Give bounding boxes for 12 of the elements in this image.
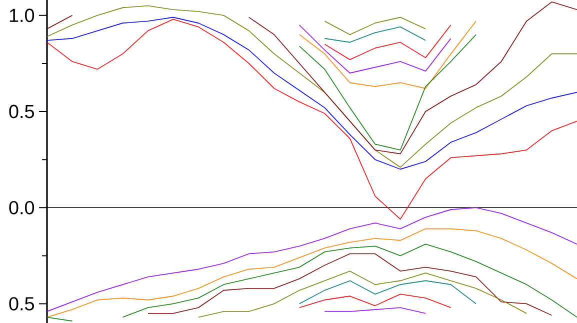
y-tick-label: 1.0 <box>10 8 34 22</box>
line-series <box>298 294 452 308</box>
line-series <box>148 253 552 316</box>
line-series <box>324 16 426 36</box>
line-series <box>324 24 452 60</box>
line-series <box>298 20 476 89</box>
line-series <box>324 26 426 43</box>
line-series <box>298 34 476 150</box>
y-tick-label: 0.5 <box>9 104 34 118</box>
y-tick-label: 0.0 <box>9 200 34 214</box>
y-tick-label: 0.5 <box>9 297 34 310</box>
line-series <box>298 280 476 304</box>
